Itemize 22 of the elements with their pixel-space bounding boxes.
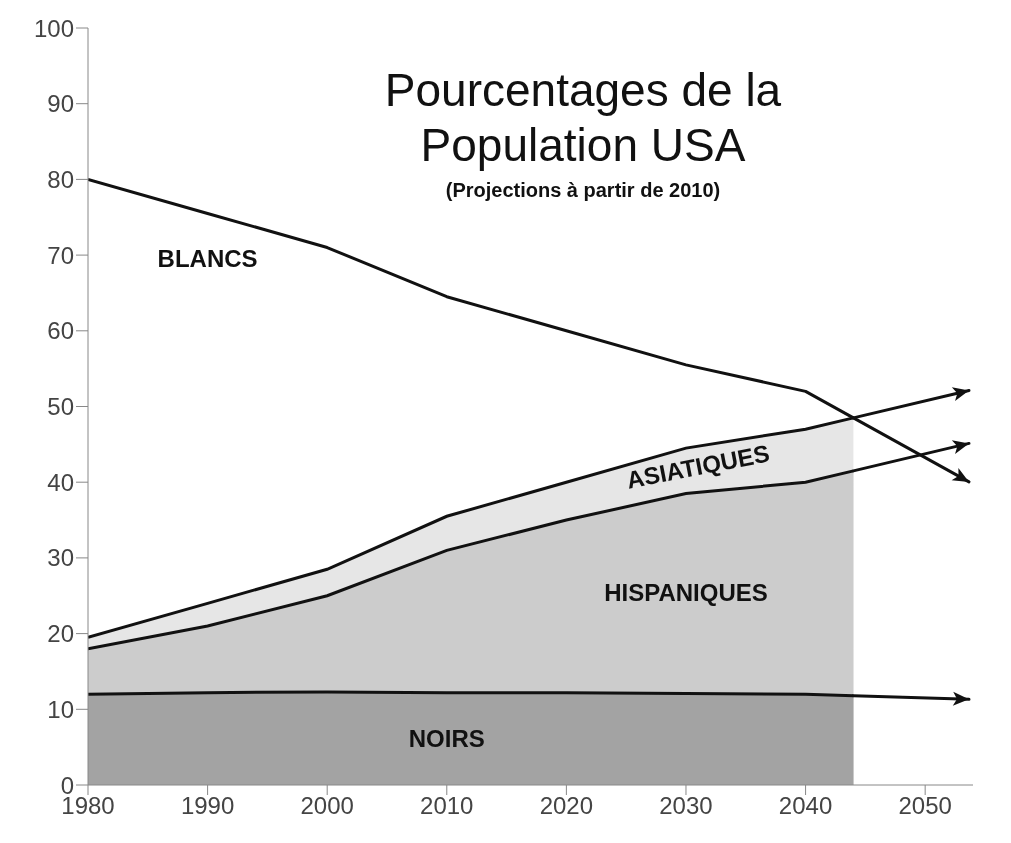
x-tick-label: 2010 (420, 792, 474, 820)
x-tick-label: 2030 (659, 792, 713, 820)
x-tick-label: 2020 (539, 792, 594, 820)
series-label: NOIRS (408, 724, 485, 753)
y-tick-label: 80 (47, 165, 74, 193)
text: (Projections à partir de 2010) (444, 179, 722, 203)
series-label: HISPANIQUES (604, 579, 768, 608)
text: Pourcentages de la Population USA (383, 63, 783, 174)
y-tick-label: 40 (47, 468, 74, 496)
y-tick-label: 30 (47, 544, 74, 572)
y-tick-label: 20 (47, 620, 74, 648)
y-tick-label: 90 (47, 90, 74, 118)
x-tick-label: 1990 (180, 792, 235, 820)
y-tick-label: 70 (47, 241, 74, 269)
series-label: BLANCS (157, 244, 258, 273)
y-tick-label: 50 (47, 393, 74, 421)
x-tick-label: 2040 (778, 792, 833, 820)
y-tick-label: 10 (47, 695, 74, 723)
x-tick-label: 2000 (300, 792, 354, 820)
y-tick-label: 60 (47, 317, 74, 345)
x-tick-label: 2050 (898, 792, 952, 820)
y-tick-label: 100 (33, 14, 74, 42)
